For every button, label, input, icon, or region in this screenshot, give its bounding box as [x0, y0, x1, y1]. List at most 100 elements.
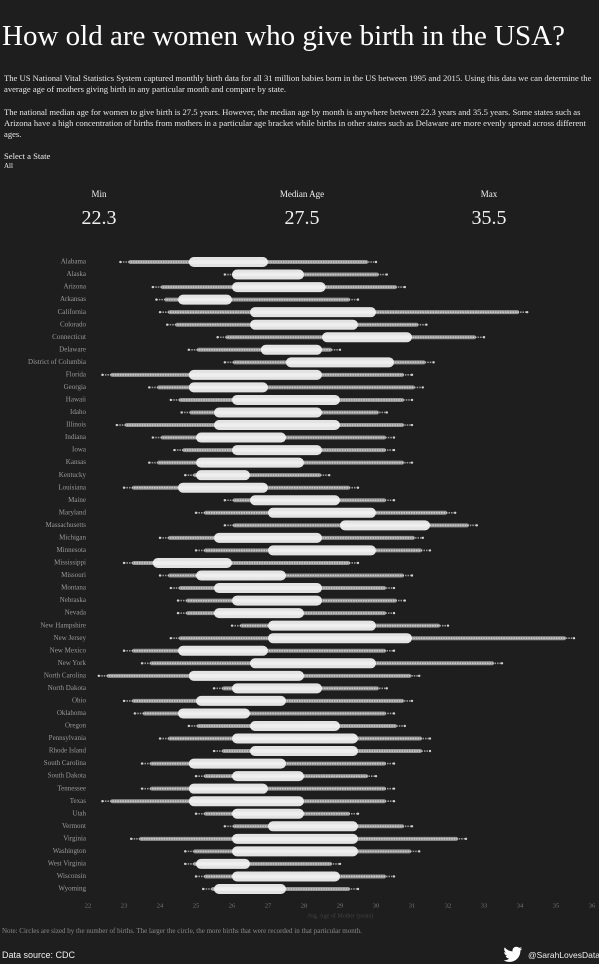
- min-dot: [148, 461, 151, 464]
- core-band: [232, 394, 340, 405]
- core-band: [232, 733, 358, 744]
- state-label: Utah: [72, 809, 86, 817]
- state-label: District of Columbia: [28, 358, 87, 366]
- max-dot: [432, 361, 435, 364]
- state-label: Kansas: [66, 458, 86, 466]
- state-label: Oregon: [65, 722, 86, 730]
- twitter-icon[interactable]: [503, 946, 523, 962]
- state-label: Maine: [68, 496, 86, 504]
- core-band: [152, 557, 232, 568]
- min-dot: [101, 800, 104, 803]
- core-band: [196, 570, 286, 581]
- max-dot: [338, 348, 342, 351]
- twitter-handle[interactable]: @SarahLovesData: [528, 950, 599, 960]
- state-label: Massachusetts: [46, 521, 87, 529]
- state-label: Wisconsin: [57, 872, 87, 880]
- max-dot: [464, 837, 468, 841]
- core-band: [268, 545, 376, 556]
- core-band: [232, 846, 358, 857]
- intro-text: The national median age for women to giv…: [4, 107, 586, 139]
- max-dot: [500, 662, 504, 665]
- min-dot: [133, 712, 136, 715]
- x-tick-label: 23: [121, 902, 128, 909]
- core-band: [268, 821, 358, 832]
- min-dot: [130, 837, 133, 841]
- core-band: [196, 695, 286, 706]
- min-dot: [158, 737, 162, 740]
- max-dot: [454, 511, 457, 514]
- min-dot: [187, 724, 190, 728]
- state-label: New York: [58, 659, 87, 667]
- max-dot: [410, 373, 414, 377]
- min-dot: [173, 448, 176, 452]
- max-dot: [392, 499, 396, 502]
- state-label: Hawaii: [66, 396, 86, 404]
- min-dot: [101, 373, 104, 377]
- core-band: [188, 783, 268, 794]
- min-dot: [212, 749, 216, 753]
- kpi-value: 35.5: [471, 207, 507, 229]
- core-band: [178, 708, 250, 719]
- core-band: [214, 407, 322, 418]
- max-dot: [392, 762, 396, 765]
- min-dot: [212, 687, 216, 690]
- max-dot: [374, 260, 378, 264]
- core-band: [214, 884, 286, 894]
- max-dot: [392, 800, 396, 803]
- core-band: [340, 520, 430, 531]
- max-dot: [418, 850, 421, 853]
- max-dot: [392, 875, 396, 878]
- core-band: [214, 608, 304, 619]
- core-band: [214, 583, 322, 594]
- kpi-label: Median Age: [279, 189, 325, 199]
- state-label: Nevada: [65, 609, 87, 617]
- min-dot: [122, 561, 126, 565]
- max-dot: [392, 436, 396, 439]
- min-dot: [140, 787, 144, 790]
- state-label: Delaware: [59, 345, 86, 353]
- core-band: [188, 796, 304, 807]
- max-dot: [410, 825, 414, 828]
- core-band: [196, 470, 250, 481]
- min-dot: [151, 436, 154, 439]
- state-label: Wyoming: [58, 885, 86, 893]
- max-dot: [526, 310, 529, 314]
- max-dot: [421, 386, 424, 389]
- core-band: [232, 683, 322, 694]
- state-label: West Virginia: [48, 860, 87, 868]
- max-dot: [356, 887, 360, 891]
- core-band: [188, 382, 268, 393]
- min-dot: [155, 298, 158, 301]
- max-dot: [572, 637, 576, 640]
- filter-value[interactable]: All: [4, 162, 13, 170]
- data-source: Data source: CDC: [2, 950, 76, 960]
- core-band: [232, 269, 304, 280]
- state-label: Ohio: [72, 697, 87, 705]
- state-label: Virginia: [63, 834, 87, 842]
- min-dot: [169, 398, 172, 402]
- min-dot: [122, 699, 126, 703]
- max-dot: [338, 862, 342, 866]
- x-tick-label: 35: [553, 902, 560, 909]
- core-band: [250, 307, 376, 318]
- min-dot: [119, 260, 122, 264]
- core-band: [232, 833, 358, 844]
- max-dot: [356, 561, 360, 565]
- min-dot: [140, 662, 144, 665]
- state-label: South Dakota: [48, 772, 87, 780]
- max-dot: [392, 712, 396, 715]
- core-band: [232, 771, 304, 782]
- min-dot: [230, 624, 234, 627]
- state-label: New Hampshire: [40, 621, 86, 629]
- note: Note: Circles are sized by the number of…: [2, 927, 362, 935]
- min-dot: [184, 862, 187, 866]
- core-band: [196, 858, 250, 869]
- min-dot: [194, 774, 198, 778]
- min-dot: [115, 423, 119, 427]
- max-dot: [392, 448, 396, 452]
- min-dot: [158, 310, 162, 314]
- max-dot: [374, 774, 378, 778]
- chart: Avg. Age of Mother (years) 22 23 24 25 26 27 2…: [28, 257, 596, 919]
- max-dot: [403, 724, 406, 728]
